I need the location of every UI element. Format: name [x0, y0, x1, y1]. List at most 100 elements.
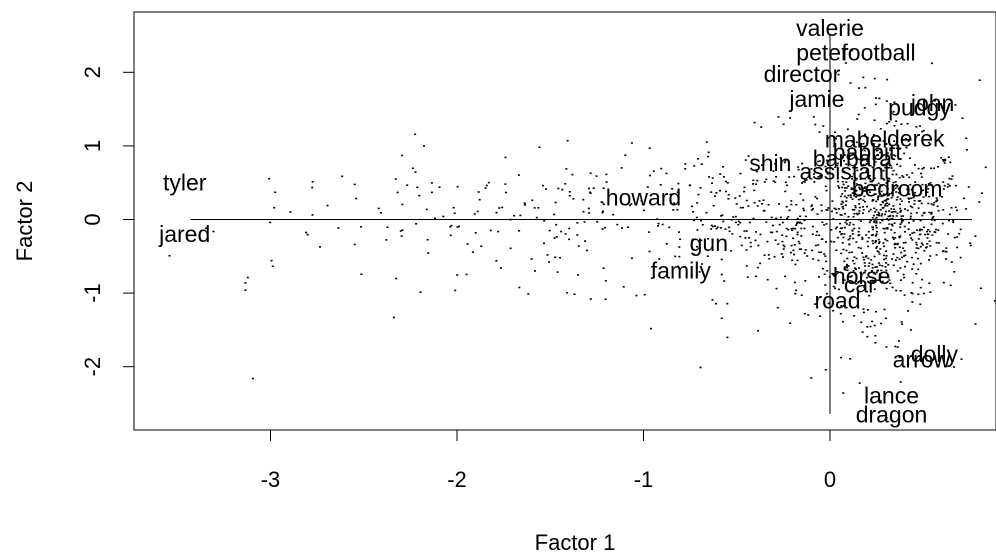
data-point: [456, 185, 459, 188]
data-point: [922, 292, 925, 295]
data-point: [715, 302, 717, 305]
data-point: [848, 224, 851, 226]
data-point: [867, 174, 869, 176]
data-point: [900, 321, 903, 323]
data-point: [859, 271, 862, 274]
data-point: [942, 209, 945, 211]
data-point: [925, 186, 928, 188]
data-point: [783, 161, 786, 164]
data-point: [802, 207, 805, 210]
data-point: [896, 163, 898, 166]
data-point: [836, 236, 839, 239]
data-point: [419, 291, 422, 293]
data-point: [818, 131, 821, 133]
data-point: [873, 255, 876, 258]
data-point: [867, 237, 870, 239]
data-point: [524, 204, 526, 206]
data-point: [861, 206, 864, 208]
data-point: [876, 214, 879, 216]
data-point: [842, 201, 844, 204]
data-point: [898, 340, 900, 342]
data-point: [816, 213, 819, 215]
data-point: [923, 226, 926, 229]
data-point: [473, 213, 476, 215]
data-point: [677, 265, 679, 268]
data-point: [911, 206, 914, 209]
data-point: [875, 222, 878, 224]
data-point: [950, 178, 953, 180]
data-point: [902, 247, 905, 249]
data-point: [917, 200, 920, 202]
data-point: [875, 247, 878, 249]
data-point: [269, 221, 272, 224]
data-point: [696, 245, 698, 248]
data-point: [804, 179, 807, 182]
data-point: [735, 203, 738, 205]
data-point: [912, 196, 915, 199]
data-point: [941, 222, 944, 225]
data-point: [944, 250, 947, 253]
data-point: [696, 158, 699, 160]
data-point: [903, 250, 906, 252]
points-layer: [168, 49, 996, 419]
data-point: [377, 207, 380, 210]
data-point: [783, 245, 786, 248]
data-point: [895, 173, 898, 176]
data-point: [601, 228, 604, 230]
data-point: [803, 181, 806, 183]
data-point: [906, 209, 909, 212]
data-point: [849, 196, 852, 198]
data-point: [899, 267, 902, 269]
data-point: [872, 179, 875, 182]
data-point: [692, 238, 695, 241]
data-point: [886, 202, 889, 204]
data-point: [568, 194, 571, 197]
data-point: [853, 315, 856, 317]
data-point: [523, 202, 526, 204]
data-point: [786, 217, 789, 220]
data-point: [864, 182, 867, 185]
data-point: [753, 201, 756, 204]
data-point: [917, 167, 920, 170]
data-point: [825, 189, 828, 192]
data-point: [273, 206, 276, 209]
data-point: [886, 205, 889, 207]
data-point: [893, 231, 896, 234]
data-point: [840, 252, 843, 255]
data-point: [771, 231, 774, 234]
data-point: [804, 249, 807, 251]
data-point: [896, 212, 899, 215]
data-point: [852, 269, 855, 272]
data-point: [883, 199, 886, 202]
data-point: [857, 234, 860, 237]
data-point: [892, 110, 895, 113]
data-point: [847, 194, 850, 197]
data-point: [915, 126, 918, 128]
data-point: [466, 243, 469, 245]
data-point: [889, 149, 892, 151]
data-point: [908, 221, 910, 224]
data-point: [665, 243, 668, 245]
data-point: [899, 207, 902, 210]
data-point: [795, 289, 798, 292]
data-point: [811, 233, 814, 236]
y-tick-label: 2: [80, 66, 105, 78]
data-point: [827, 207, 830, 209]
data-point: [392, 316, 395, 319]
data-point: [386, 226, 389, 228]
data-point: [895, 198, 898, 201]
data-point: [872, 134, 875, 136]
data-point: [770, 216, 773, 219]
data-point: [834, 227, 837, 230]
data-point: [873, 77, 876, 80]
data-point: [902, 215, 905, 217]
data-point: [892, 181, 895, 184]
data-point: [882, 169, 885, 172]
data-point: [883, 245, 885, 248]
data-point: [705, 141, 708, 143]
point-label: babbitt: [833, 139, 903, 165]
data-point: [509, 247, 512, 250]
data-point: [900, 200, 903, 202]
data-point: [836, 271, 839, 273]
data-point: [842, 248, 845, 251]
